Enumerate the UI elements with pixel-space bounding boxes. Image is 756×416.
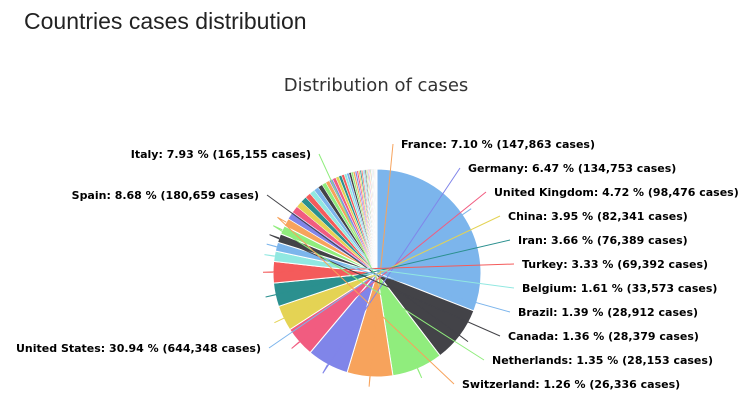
slice-label-italy: Italy: 7.93 % (165,155 cases): [131, 148, 311, 161]
slice-label-iran: Iran: 3.66 % (76,389 cases): [518, 234, 688, 247]
label-connector-united-states: [268, 208, 472, 349]
slice-label-france: France: 7.10 % (147,863 cases): [401, 138, 595, 151]
label-connector-germany: [322, 167, 461, 374]
slice-labels: United States: 30.94 % (644,348 cases) Sp…: [16, 138, 739, 391]
slice-label-canada: Canada: 1.36 % (28,379 cases): [508, 330, 699, 343]
slice-label-netherlands: Netherlands: 1.35 % (28,153 cases): [492, 354, 713, 367]
label-connector-switzerland: [277, 216, 455, 385]
label-connector-belgium: [264, 254, 515, 289]
slice-label-united-kingdom: United Kingdom: 4.72 % (98,476 cases): [494, 186, 739, 199]
page-heading: Countries cases distribution: [24, 8, 307, 34]
label-connector-iran: [265, 239, 511, 298]
label-connector-canada: [269, 234, 501, 337]
slice-label-belgium: Belgium: 1.61 % (33,573 cases): [522, 282, 717, 295]
label-connector-united-kingdom: [291, 191, 487, 349]
slice-label-united-states: United States: 30.94 % (644,348 cases): [16, 342, 261, 355]
slice-label-china: China: 3.95 % (82,341 cases): [508, 210, 688, 223]
slice-label-spain: Spain: 8.68 % (180,659 cases): [72, 189, 259, 202]
chart-title: Distribution of cases: [284, 75, 469, 96]
slice-label-turkey: Turkey: 3.33 % (69,392 cases): [522, 258, 708, 271]
pie-slices: [272, 168, 482, 378]
label-connector-france: [368, 143, 394, 387]
label-connector-netherlands: [273, 225, 485, 361]
slice-label-germany: Germany: 6.47 % (134,753 cases): [468, 162, 676, 175]
label-connector-italy: [318, 153, 423, 379]
label-connector-spain: [266, 194, 469, 343]
label-connector-china: [274, 215, 501, 324]
slice-label-brazil: Brazil: 1.39 % (28,912 cases): [518, 306, 698, 319]
slice-label-switzerland: Switzerland: 1.26 % (26,336 cases): [462, 378, 680, 391]
label-connectors: [262, 143, 515, 387]
label-connector-brazil: [266, 243, 511, 313]
label-connector-turkey: [262, 263, 515, 273]
